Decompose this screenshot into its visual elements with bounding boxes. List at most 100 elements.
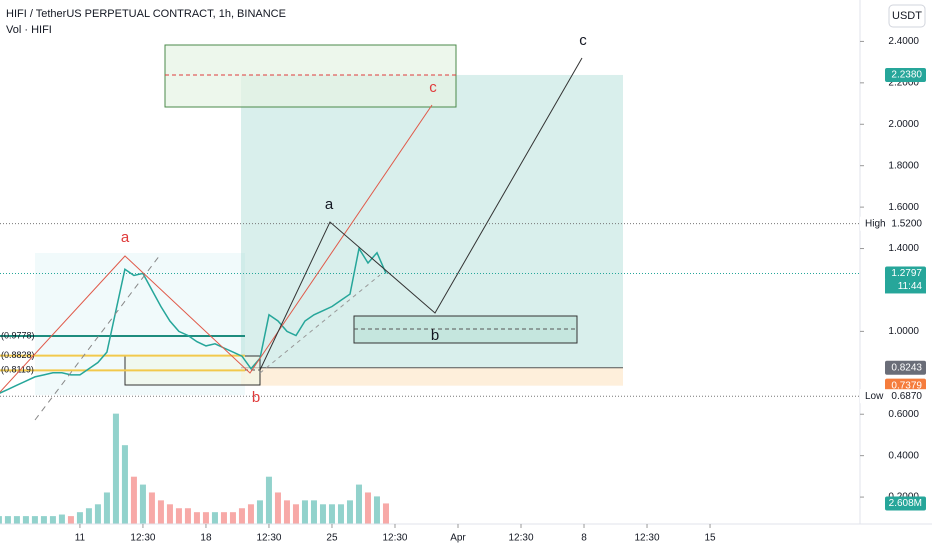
volume-bar [22,516,29,524]
volume-bar [328,504,335,524]
volume-bar [175,508,182,524]
wave-line [259,57,583,371]
y-tick-label: 1.4000 [888,243,919,254]
x-tick-label: 15 [704,533,716,544]
volume-bar [319,504,326,524]
wave-label: c [579,32,587,49]
price-tag-label: 2.2380 [891,70,922,81]
price-tag-label: 0.8243 [891,362,922,373]
volume-bar [184,508,191,524]
volume-bar [157,500,164,524]
volume-bar [355,484,362,524]
x-tick-label: 12:30 [635,533,660,544]
chart-title: HIFI / TetherUS PERPETUAL CONTRACT, 1h, … [6,8,286,20]
volume-bar [76,512,83,524]
fib-label: (0.9778) [1,330,35,340]
volume-bar [148,492,155,524]
wave-label: c [429,79,437,96]
fib-label: (0.8119) [1,365,34,375]
loss-zone [241,367,623,386]
volume-bar [310,500,317,524]
fib-label: (0.8828) [1,350,35,360]
price-tag [885,360,926,375]
wave-label: a [325,196,334,213]
volume-bar [211,512,218,524]
x-tick-label: 11 [75,533,86,544]
price-tag [885,266,926,281]
volume-bar [283,500,290,524]
y-tick-label: 2.2000 [888,77,919,88]
chart-subtitle: Vol · HIFI [6,24,52,36]
countdown-bg [885,279,926,294]
volume-bar [346,500,353,524]
volume-bar [256,500,263,524]
wave-label: b [252,389,260,406]
volume-bar [58,514,65,524]
volume-bar [220,512,227,524]
volume-bar [292,504,299,524]
x-tick-label: 12:30 [130,533,155,544]
volume-tag [885,496,926,511]
x-tick-label: 25 [326,533,338,544]
x-tick-label: 12:30 [256,533,281,544]
wave-line [0,104,433,393]
price-tag-label: 1.2797 [891,268,922,279]
y-tick-label: 0.6000 [888,409,919,420]
volume-bar [94,504,101,524]
price-tag-name: High [865,218,886,229]
x-tick-label: 12:30 [382,533,407,544]
currency[interactable]: USDT [892,10,922,22]
volume-bar [31,516,38,524]
x-tick-label: 18 [200,533,212,544]
volume-bar [85,508,92,524]
trend-line [34,254,161,421]
volume-bar [265,476,272,524]
x-tick-label: Apr [450,533,466,544]
target-box [164,44,457,108]
volume-bar [49,516,56,524]
volume-bar [229,512,236,524]
price-tag [885,67,926,82]
volume-tag-label: 2.608M [889,498,922,509]
volume-bar [112,413,119,524]
volume-bar [103,492,110,524]
x-tick-label: 8 [581,533,587,544]
price-tag [860,389,928,404]
y-tick-label: 2.0000 [888,119,919,130]
price-tag [860,216,928,231]
currency-button[interactable] [888,4,926,28]
volume-bar [13,516,20,524]
y-tick-label: 2.4000 [888,36,919,47]
y-tick-label: 1.0000 [888,326,919,337]
volume-bar [373,496,380,524]
volume-bar [337,504,344,524]
y-tick-label: 1.6000 [888,202,919,213]
volume-bar [166,504,173,524]
volume-bar [193,512,200,524]
volume-bar [274,492,281,524]
x-tick-label: 12:30 [508,533,533,544]
volume-bar [301,500,308,524]
price-tag-label: 0.7379 [891,380,922,391]
volume-bar [382,503,389,524]
volume-bar [40,516,47,524]
volume-bar [4,516,11,524]
volume-bar [121,445,128,524]
price-tag-label: 1.5200 [891,218,922,229]
volume-bar [139,484,146,524]
trend-line [259,274,381,374]
volume-bar [364,492,371,524]
price-tag [885,378,926,393]
volume-bar [130,476,137,524]
volume-bar [0,516,2,524]
volume-bar [202,512,209,524]
price-tag-label: 0.6870 [891,391,922,402]
wave-label: a [121,229,130,246]
y-tick-label: 1.8000 [888,160,919,171]
wave-label: b [431,327,439,344]
countdown: 11:44 [898,281,923,292]
price-line-series [0,246,387,394]
volume-bar [238,508,245,524]
volume-bar [247,504,254,524]
